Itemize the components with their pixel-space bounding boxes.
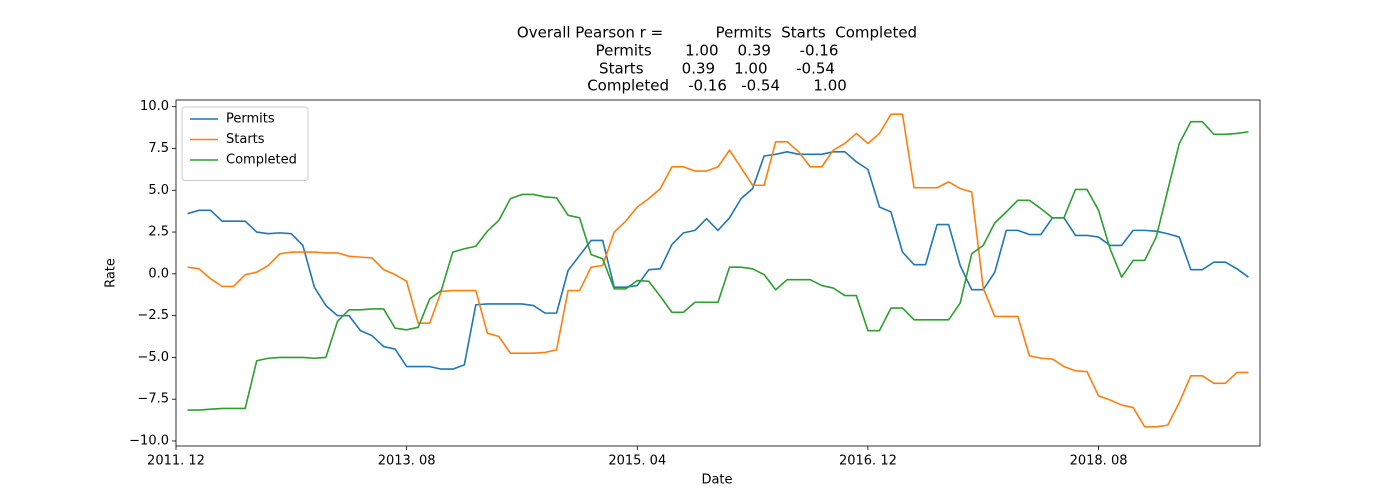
x-axis-label: Date	[701, 473, 732, 488]
series-line	[187, 151, 1249, 370]
x-tick-label: 2018. 08	[1070, 454, 1128, 469]
title-line: Starts 0.39 1.00 -0.54	[599, 60, 835, 78]
legend-label: Starts	[226, 132, 265, 147]
y-tick-label: −10.0	[129, 433, 169, 448]
x-tick-label: 2013. 08	[378, 454, 436, 469]
series-line	[187, 113, 1249, 428]
y-tick-label: 0.0	[148, 266, 169, 281]
y-tick-label: −7.5	[137, 392, 169, 407]
y-tick-label: 10.0	[140, 99, 169, 114]
title-line: Overall Pearson r = Permits Starts Compl…	[517, 24, 917, 42]
x-tick-label: 2016. 12	[839, 454, 897, 469]
plot-frame	[175, 99, 1261, 447]
title-line: Permits 1.00 0.39 -0.16	[596, 42, 839, 60]
legend-box	[181, 106, 309, 181]
legend-label: Completed	[226, 153, 297, 168]
y-tick-label: −5.0	[137, 350, 169, 365]
y-tick-label: 5.0	[148, 183, 169, 198]
y-tick-label: −2.5	[137, 308, 169, 323]
legend-label: Permits	[226, 112, 275, 127]
x-tick-label: 2011. 12	[147, 454, 205, 469]
x-tick-label: 2015. 04	[608, 454, 666, 469]
title-line: Completed -0.16 -0.54 1.00	[587, 77, 847, 95]
series-line	[187, 120, 1249, 411]
y-tick-label: 7.5	[148, 141, 169, 156]
y-tick-label: 2.5	[148, 225, 169, 240]
y-axis-label: Rate	[104, 258, 119, 288]
